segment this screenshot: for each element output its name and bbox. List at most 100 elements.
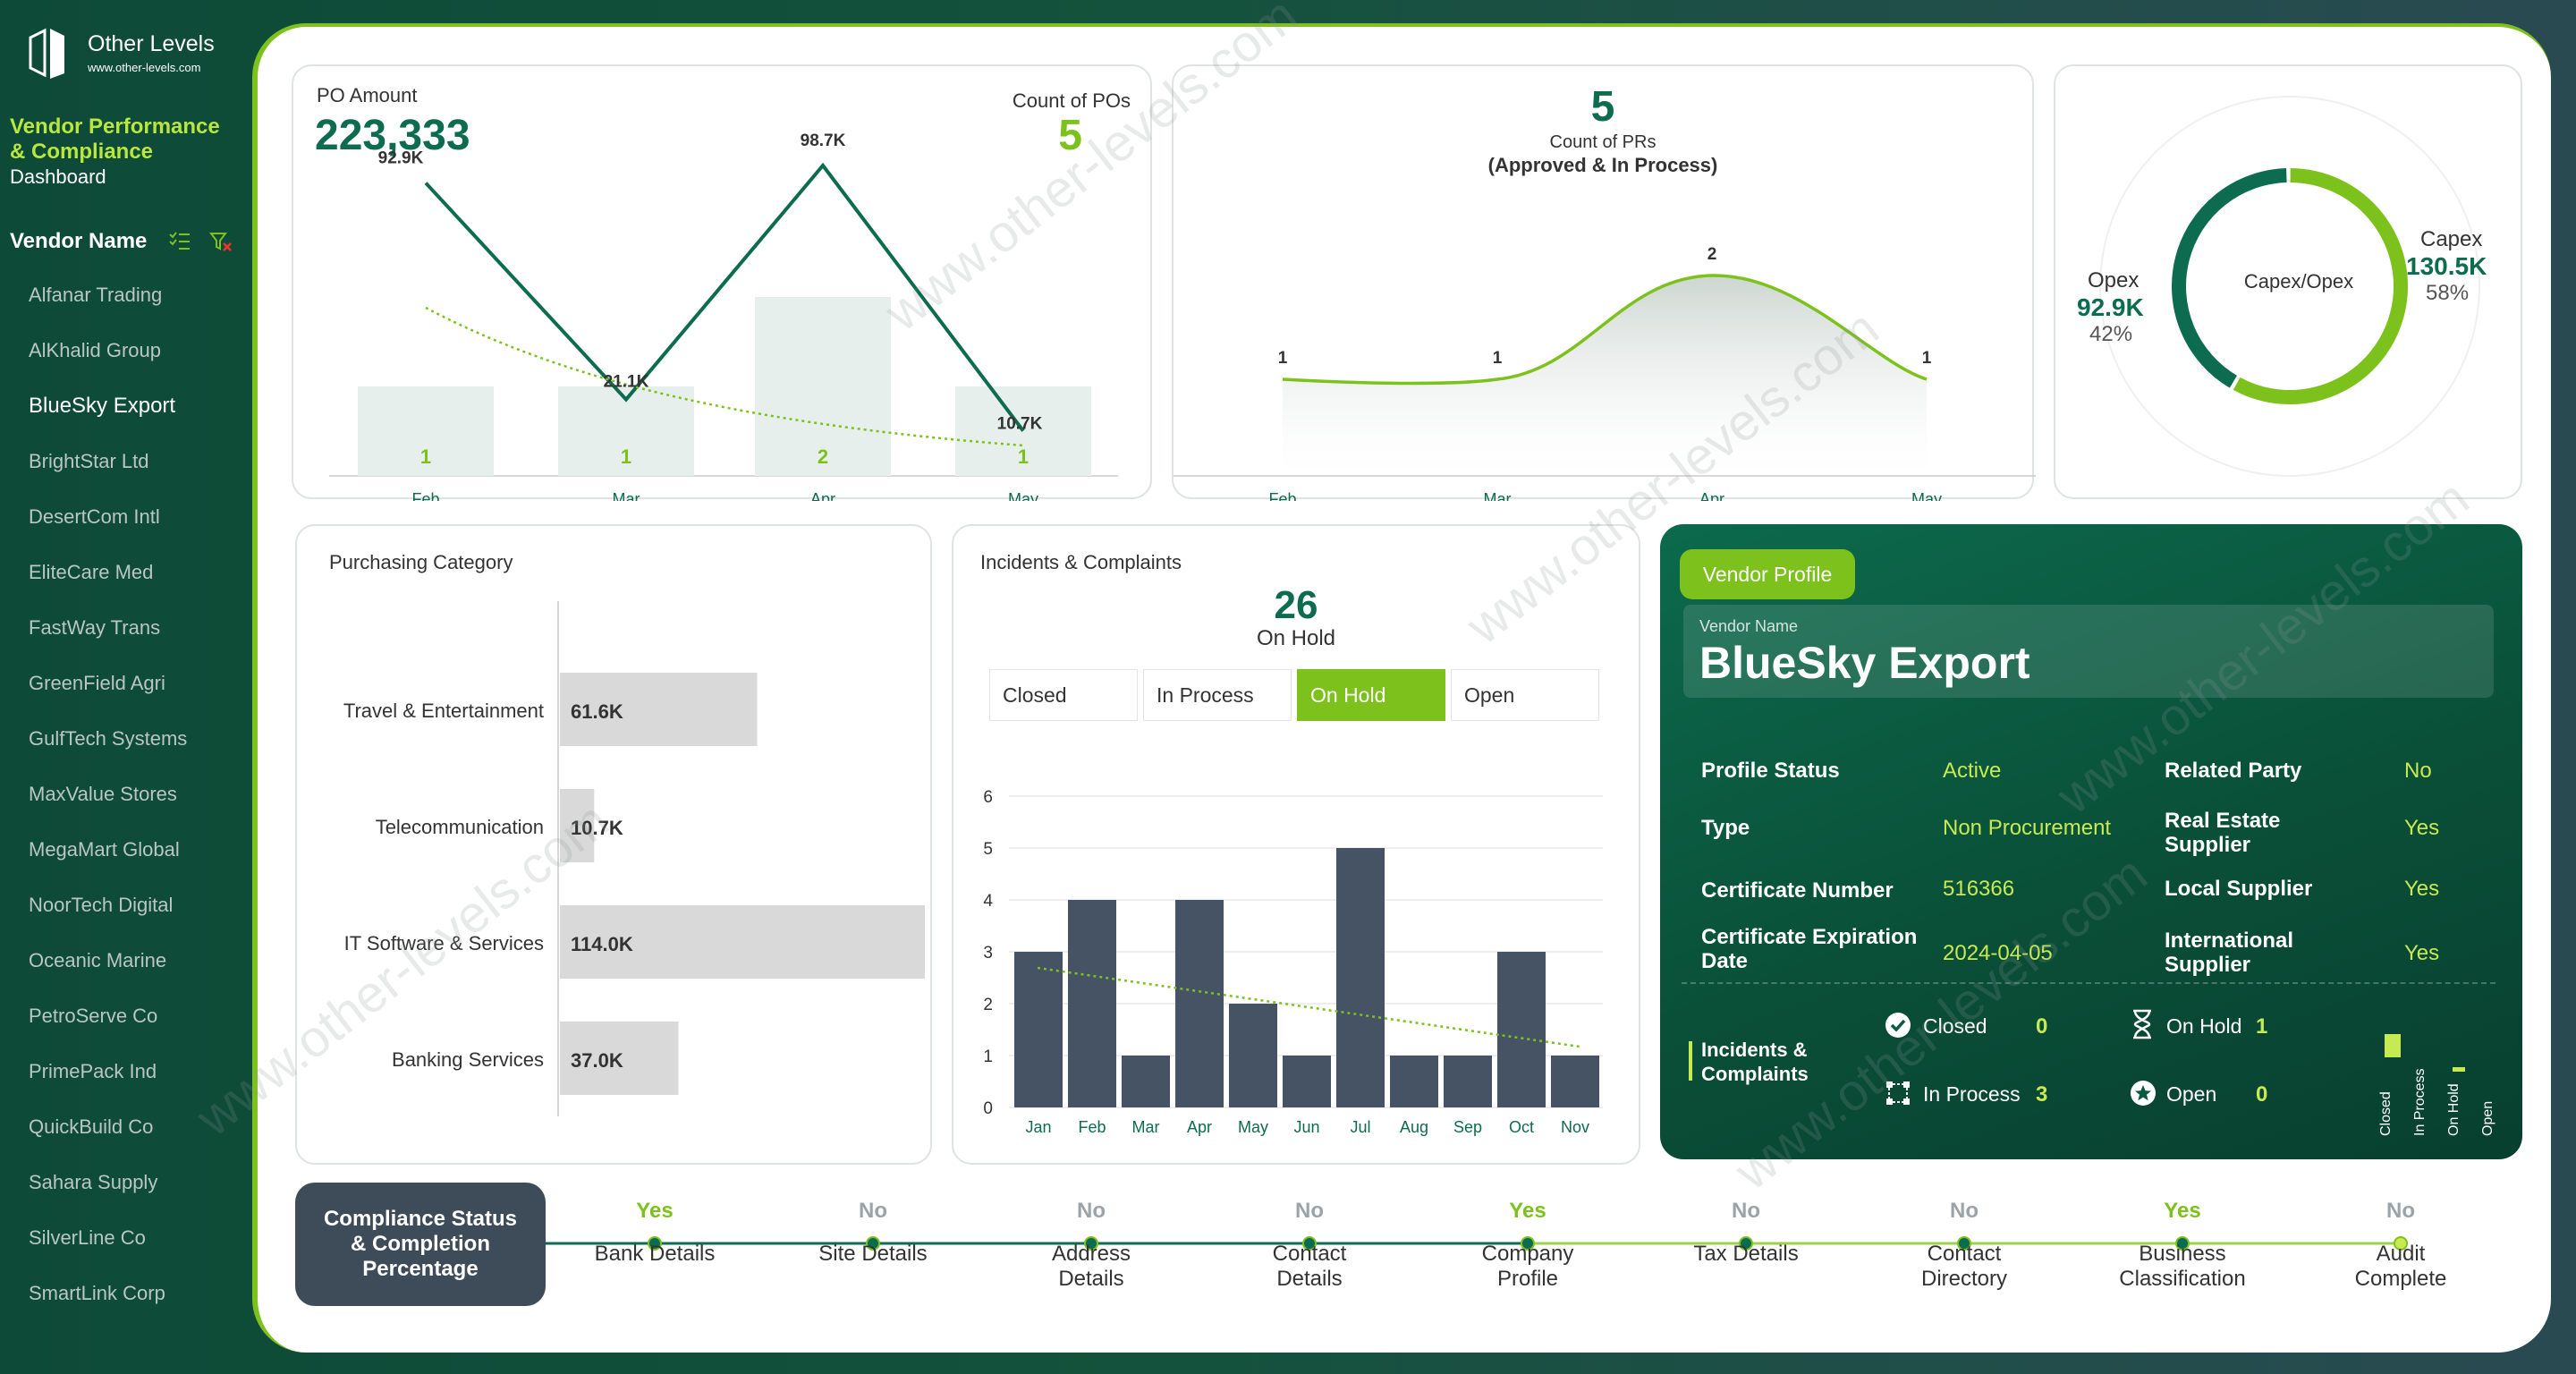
- progress-dot: [2175, 1236, 2190, 1251]
- spacer: [2093, 1224, 2272, 1242]
- profile-field-label: Real Estate Supplier: [2165, 809, 2281, 857]
- po-count-bar: [755, 297, 891, 476]
- filter-closed-button[interactable]: Closed: [989, 669, 1138, 721]
- category-label: Banking Services: [392, 1048, 544, 1071]
- mini-bar: [2453, 1067, 2465, 1072]
- po-count-label: Count of POs: [1012, 89, 1131, 112]
- incident-bar: [1068, 900, 1116, 1107]
- profile-field-label: Certificate Number: [1701, 878, 1894, 903]
- vendor-item[interactable]: BlueSky Export: [29, 394, 176, 418]
- clear-filter-icon[interactable]: [209, 231, 233, 252]
- vendor-item[interactable]: BrightStar Ltd: [29, 450, 149, 472]
- x-tick-label: Apr: [1699, 490, 1724, 501]
- compliance-step-label: Company: [1481, 1242, 1574, 1266]
- pr-count-label: Count of PRs: [1549, 132, 1657, 152]
- y-tick-label: 6: [983, 788, 993, 807]
- sidebar: Other Levels www.other-levels.com Vendor…: [0, 0, 252, 1374]
- spacer: [784, 1224, 962, 1242]
- spacer: [2311, 1224, 2490, 1242]
- vendor-profile-badge[interactable]: Vendor Profile: [1680, 549, 1855, 599]
- x-tick-label: Mar: [1132, 1118, 1160, 1136]
- profile-field-label: Local Supplier: [2165, 877, 2313, 901]
- in-process-icon: [1886, 1081, 1910, 1105]
- filter-on-hold-button[interactable]: On Hold: [1297, 669, 1445, 721]
- vendor-item[interactable]: NoorTech Digital: [29, 894, 174, 916]
- vendor-item[interactable]: GulfTech Systems: [29, 727, 188, 750]
- slicer-label: Vendor Name: [10, 229, 148, 253]
- profile-incidents-label: Incidents & Complaints: [1701, 1039, 1809, 1085]
- po-count-label: 1: [621, 445, 631, 468]
- profile-field-label: Related Party: [2165, 759, 2302, 783]
- pr-data-label: 2: [1707, 245, 1717, 264]
- vendor-item[interactable]: EliteCare Med: [29, 561, 154, 583]
- logo-icon: [29, 28, 64, 79]
- compliance-step: Yes Company Profile: [1438, 1199, 1617, 1292]
- vendor-item[interactable]: DesertCom Intl: [29, 505, 160, 528]
- compliance-step-sublabel: Details: [1058, 1267, 1124, 1291]
- vendor-item[interactable]: PetroServe Co: [29, 1005, 158, 1027]
- compliance-title-2: & Completion: [350, 1232, 490, 1256]
- x-tick-label: Apr: [1187, 1118, 1212, 1136]
- incidents-monthly-chart: 0 1 2 3 4 5 6 Jan Feb Mar Apr May Jun Jul Aug Sep Oct Nov: [983, 788, 1603, 1136]
- vendor-item[interactable]: Alfanar Trading: [29, 284, 163, 306]
- vendor-item[interactable]: MaxValue Stores: [29, 783, 177, 805]
- progress-dot: [1957, 1236, 1971, 1251]
- vendor-item[interactable]: SilverLine Co: [29, 1226, 146, 1249]
- capex-opex-donut: [2099, 96, 2480, 477]
- po-amount-line: [424, 162, 1025, 432]
- vendor-item[interactable]: GreenField Agri: [29, 672, 165, 694]
- incident-bar: [1336, 848, 1385, 1107]
- mini-axis-label: On Hold: [2446, 1083, 2462, 1136]
- vendor-item[interactable]: FastWay Trans: [29, 616, 161, 639]
- vendor-item[interactable]: MegaMart Global: [29, 838, 180, 861]
- vendor-item[interactable]: QuickBuild Co: [29, 1115, 154, 1138]
- compliance-title-3: Percentage: [362, 1257, 479, 1281]
- star-circle-icon: [2131, 1081, 2156, 1106]
- po-amount-data-label: 98.7K: [801, 131, 846, 150]
- progress-dot: [2394, 1236, 2408, 1251]
- vendor-item[interactable]: SmartLink Corp: [29, 1282, 165, 1304]
- vendor-item[interactable]: PrimePack Ind: [29, 1060, 157, 1082]
- multi-select-icon[interactable]: [168, 231, 191, 252]
- po-count-bar: [955, 386, 1091, 476]
- inc-open-label: Open: [2166, 1082, 2217, 1106]
- x-tick-label: May: [1008, 490, 1038, 501]
- compliance-step-label: Tax Details: [1693, 1242, 1799, 1266]
- incident-bar: [1497, 952, 1546, 1107]
- x-tick-label: Feb: [1268, 490, 1296, 501]
- vendor-list: Alfanar Trading AlKhalid Group BlueSky Exp…: [29, 277, 187, 1331]
- compliance-step-label: Site Details: [818, 1242, 928, 1266]
- vendor-item[interactable]: AlKhalid Group: [29, 339, 161, 361]
- po-amount-data-label: 10.7K: [997, 415, 1043, 434]
- x-tick-label: Jan: [1025, 1118, 1051, 1136]
- filter-in-process-button[interactable]: In Process: [1143, 669, 1292, 721]
- y-tick-label: 3: [983, 944, 993, 963]
- incident-bar: [1229, 1004, 1277, 1107]
- profile-field-value: Yes: [2404, 941, 2440, 965]
- title-line-1: Vendor Performance: [10, 114, 220, 139]
- vendor-item[interactable]: Oceanic Marine: [29, 949, 167, 971]
- y-tick-label: 4: [983, 892, 993, 911]
- vendor-item[interactable]: Sahara Supply: [29, 1171, 158, 1193]
- incidents-count-label: On Hold: [1256, 626, 1336, 650]
- compliance-step-sublabel: Complete: [2354, 1267, 2447, 1291]
- compliance-status: No: [1295, 1199, 1324, 1223]
- x-tick-label: Aug: [1400, 1118, 1428, 1136]
- po-amount-chart: 1 Feb 1 Mar 2 Apr 1 May 92.9K 21.1K 98.7K 10.7K: [329, 131, 1118, 501]
- x-tick-label: Mar: [613, 490, 640, 501]
- compliance-status: Yes: [2164, 1199, 2201, 1223]
- x-tick-label: Jul: [1350, 1118, 1370, 1136]
- category-label: Travel & Entertainment: [343, 700, 544, 722]
- profile-field-label: Certificate Expiration Date: [1701, 925, 1918, 973]
- profile-field-value: No: [2404, 759, 2432, 783]
- filter-open-button[interactable]: Open: [1451, 669, 1599, 721]
- pr-line: [1282, 274, 1928, 386]
- compliance-status: No: [2386, 1199, 2415, 1223]
- spacer: [1220, 1224, 1399, 1242]
- compliance-step: No Audit Complete: [2311, 1199, 2490, 1292]
- po-count-label: 1: [420, 445, 431, 468]
- compliance-status: No: [859, 1199, 887, 1223]
- brand-name: Other Levels: [88, 31, 215, 56]
- po-count-value: 5: [1058, 112, 1082, 159]
- compliance-step-sublabel: Classification: [2119, 1267, 2246, 1291]
